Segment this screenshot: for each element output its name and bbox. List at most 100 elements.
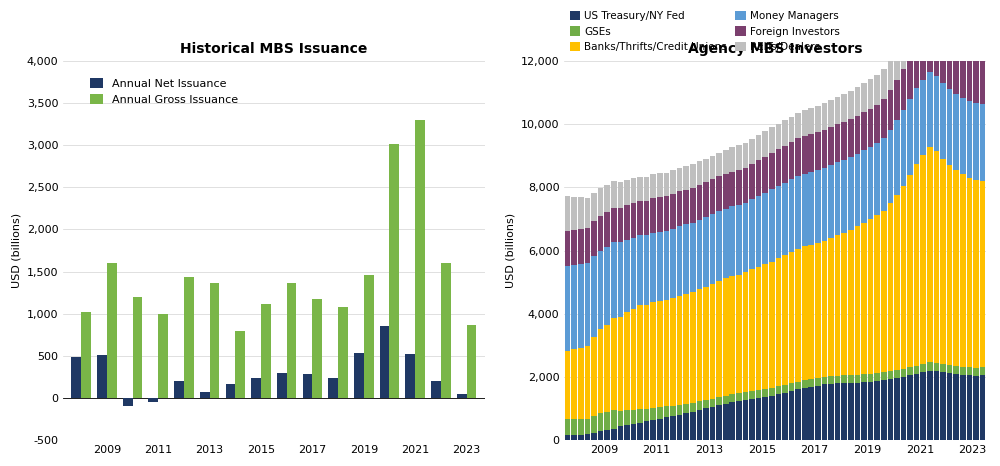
Bar — [776, 124, 781, 149]
Bar — [881, 69, 887, 99]
Bar — [947, 164, 952, 365]
Bar — [631, 203, 636, 238]
Bar — [405, 354, 415, 398]
Bar — [874, 373, 880, 381]
Bar — [174, 381, 184, 398]
Bar — [795, 138, 801, 176]
Bar — [618, 411, 623, 426]
Bar — [591, 193, 597, 221]
Bar — [802, 136, 808, 174]
Bar — [729, 171, 735, 206]
Bar — [677, 415, 682, 440]
Bar — [947, 365, 952, 373]
Bar — [736, 205, 742, 274]
Bar — [907, 175, 913, 367]
Bar — [670, 170, 676, 194]
Bar — [802, 174, 808, 247]
Bar — [927, 27, 933, 72]
Bar — [81, 312, 91, 398]
Bar — [261, 303, 271, 398]
Bar — [927, 0, 933, 27]
Bar — [677, 226, 682, 296]
Bar — [683, 190, 689, 224]
Bar — [808, 108, 814, 134]
Bar — [782, 385, 788, 393]
Bar — [133, 297, 142, 398]
Bar — [644, 177, 649, 201]
Bar — [736, 274, 742, 393]
Bar — [571, 197, 577, 230]
Bar — [980, 26, 985, 60]
Bar — [723, 209, 729, 278]
Bar — [604, 325, 610, 411]
Bar — [650, 233, 656, 302]
Bar — [841, 375, 847, 383]
Bar — [703, 182, 709, 217]
Bar — [585, 198, 590, 228]
Bar — [861, 374, 867, 382]
Bar — [598, 251, 603, 329]
Bar — [431, 381, 441, 398]
Bar — [251, 378, 261, 398]
Bar — [980, 181, 985, 367]
Bar — [389, 144, 399, 398]
Bar — [697, 410, 702, 440]
Bar — [874, 75, 880, 105]
Bar — [631, 424, 636, 440]
Bar — [723, 404, 729, 440]
Bar — [881, 138, 887, 211]
Bar — [637, 423, 643, 440]
Bar — [703, 217, 709, 287]
Bar — [782, 183, 788, 255]
Bar — [690, 403, 696, 412]
Bar — [815, 243, 821, 378]
Bar — [697, 220, 702, 289]
Bar — [618, 426, 623, 440]
Bar — [769, 396, 775, 440]
Bar — [303, 374, 312, 398]
Bar — [723, 150, 729, 174]
Bar — [920, 372, 926, 440]
Bar — [888, 371, 893, 379]
Bar — [598, 432, 603, 440]
Bar — [907, 99, 913, 175]
Bar — [848, 119, 854, 157]
Bar — [888, 379, 893, 440]
Bar — [940, 38, 946, 83]
Bar — [664, 406, 669, 417]
Bar — [585, 228, 590, 263]
Y-axis label: USD (billions): USD (billions) — [11, 213, 21, 288]
Bar — [888, 130, 893, 204]
Bar — [71, 357, 81, 398]
Bar — [927, 362, 933, 370]
Bar — [683, 404, 689, 413]
Bar — [967, 101, 972, 178]
Bar — [235, 330, 245, 398]
Bar — [828, 384, 834, 440]
Bar — [855, 116, 860, 154]
Bar — [664, 231, 669, 301]
Bar — [611, 242, 617, 318]
Bar — [338, 307, 348, 398]
Bar — [743, 168, 748, 203]
Bar — [894, 370, 900, 378]
Bar — [380, 326, 389, 398]
Bar — [894, 49, 900, 80]
Bar — [591, 221, 597, 256]
Bar — [683, 224, 689, 294]
Bar — [914, 366, 919, 374]
Bar — [802, 380, 808, 388]
Bar — [618, 207, 623, 242]
Bar — [762, 131, 768, 157]
Bar — [888, 204, 893, 371]
Bar — [967, 57, 972, 101]
Bar — [743, 272, 748, 392]
Bar — [901, 186, 906, 369]
Bar — [657, 407, 663, 418]
Bar — [624, 205, 630, 240]
Bar — [848, 230, 854, 375]
Bar — [677, 404, 682, 415]
Bar — [415, 120, 425, 398]
Bar — [736, 393, 742, 401]
Bar — [920, 364, 926, 372]
